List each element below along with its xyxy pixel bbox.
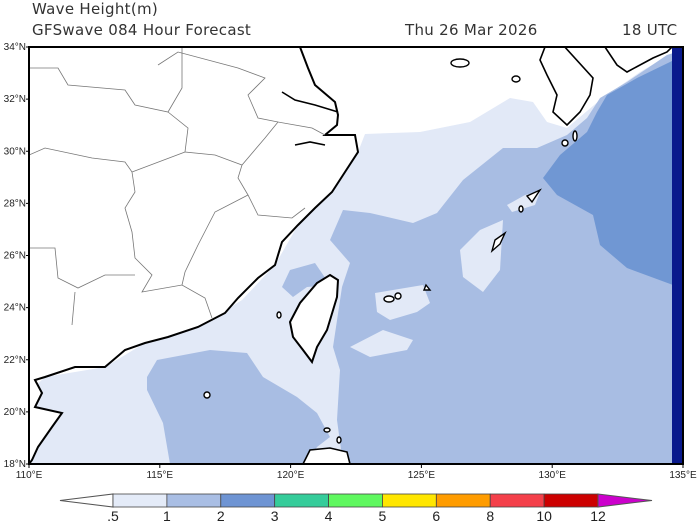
colorbar-label: 4 [325, 508, 333, 524]
lon-tick-label: 130°E [539, 470, 567, 481]
rivers [281, 91, 339, 146]
lon-tick-label: 125°E [408, 470, 436, 481]
wave-1-2-region-southwest [147, 350, 330, 464]
small-islands [203, 58, 578, 444]
colorbar-segment [382, 493, 437, 508]
colorbar-label: 12 [590, 508, 606, 524]
province-borders [29, 48, 326, 326]
colorbar-segment [435, 493, 491, 508]
colorbar-label: 8 [486, 508, 494, 524]
colorbar-label: 3 [271, 508, 279, 524]
colorbar-label: .5 [107, 508, 119, 524]
map-area [29, 47, 683, 464]
lon-tick-label: 115°E [146, 470, 173, 481]
wave-0.5-1-patch-okinawa [460, 220, 503, 292]
colorbar-over-triangle [597, 493, 653, 508]
colorbar-label: 6 [432, 508, 440, 524]
colorbar-label: 1 [163, 508, 171, 524]
lon-tick-label: 135°E [669, 470, 697, 481]
colorbar-segment [489, 493, 545, 508]
valid-time: 18 UTC [622, 21, 678, 39]
colorbar: .5 1 2 3 4 5 6 8 10 12 [59, 493, 653, 524]
valid-date: Thu 26 Mar 2026 [405, 21, 538, 39]
colorbar-label: 10 [536, 508, 552, 524]
right-edge-strip [672, 47, 683, 464]
lat-tick-label: 26°N [4, 251, 26, 262]
kyushu-island [539, 47, 594, 127]
lat-tick-label: 20°N [4, 407, 26, 418]
colorbar-segment [220, 493, 276, 508]
honshu-shikoku [604, 47, 674, 73]
luzon-island [302, 447, 351, 464]
lat-tick-label: 24°N [4, 303, 26, 314]
colorbar-segment [328, 493, 383, 508]
lat-tick-label: 30°N [4, 146, 26, 157]
lon-tick-label: 120°E [277, 470, 305, 481]
axis-ticks: 110°E 115°E 120°E 125°E 130°E 135°E 34°N 32°N 30… [4, 42, 697, 481]
colorbar-label: 2 [217, 508, 225, 524]
lat-tick-label: 18°N [4, 459, 26, 470]
colorbar-segment [543, 493, 599, 508]
wave-0.5-1-patch-south [350, 330, 413, 357]
china-mainland [29, 47, 360, 464]
colorbar-segment [166, 493, 222, 508]
wave-2-3-region [543, 55, 683, 285]
lon-tick-label: 110°E [16, 470, 43, 481]
lat-tick-label: 34°N [4, 42, 26, 53]
colorbar-segment [112, 493, 168, 508]
colorbar-label: 5 [379, 508, 387, 524]
lat-tick-label: 22°N [4, 355, 26, 366]
colorbar-under-triangle [59, 493, 114, 508]
lat-tick-label: 28°N [4, 198, 26, 209]
taiwan-island [288, 273, 340, 365]
wave-1-2-region-taiwan-north [282, 263, 330, 297]
lat-tick-label: 32°N [4, 94, 26, 105]
chart-title: Wave Height(m) [32, 0, 159, 18]
colorbar-segment [274, 493, 329, 508]
forecast-subtitle: GFSwave 084 Hour Forecast [32, 21, 252, 39]
wave-0.5-1-patch-east-taiwan [375, 285, 430, 320]
